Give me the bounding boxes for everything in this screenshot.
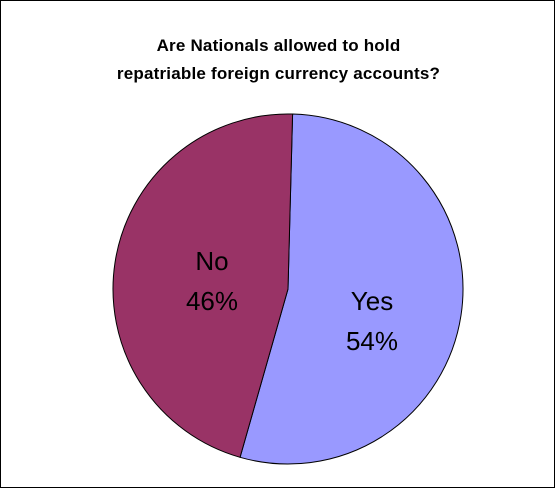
slice-percent-yes: 54% bbox=[346, 326, 398, 356]
slice-label-yes: Yes bbox=[351, 286, 393, 316]
slice-percent-no: 46% bbox=[186, 286, 238, 316]
chart-title-line-1: Are Nationals allowed to hold bbox=[156, 36, 401, 55]
slice-label-no: No bbox=[195, 246, 228, 276]
chart-title-line-2: repatriable foreign currency accounts? bbox=[116, 64, 441, 83]
pie-labels: Yes 54% No 46% bbox=[186, 246, 398, 356]
chart-title: Are Nationals allowed to hold repatriabl… bbox=[1, 32, 556, 88]
pie-slices bbox=[112, 113, 464, 465]
pie-slice-no bbox=[112, 113, 294, 458]
pie-slice-yes bbox=[239, 113, 464, 465]
